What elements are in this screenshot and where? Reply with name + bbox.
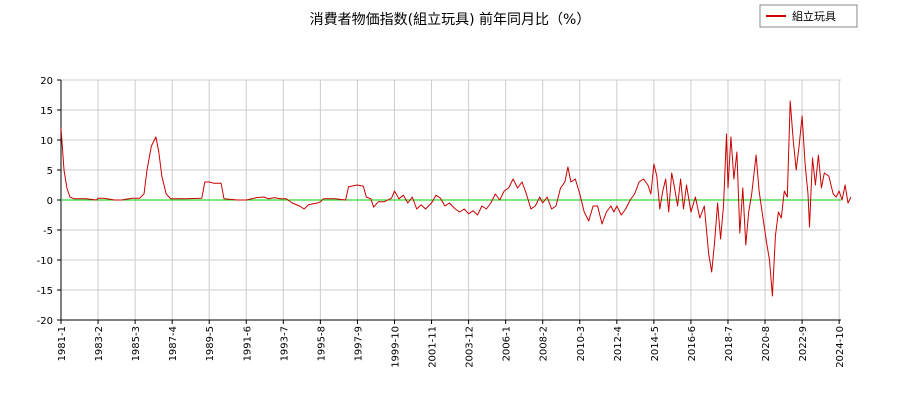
x-tick-label: 1995-8 <box>316 326 327 361</box>
x-tick-label: 2020-8 <box>761 326 772 361</box>
x-tick-label: 2018-7 <box>724 326 735 361</box>
legend-box <box>759 4 858 28</box>
legend: 組立玩具 <box>759 4 858 28</box>
x-tick-label: 1981-1 <box>57 326 68 361</box>
y-tick-label: 20 <box>40 76 53 87</box>
x-tick-label: 2006-1 <box>502 326 513 361</box>
y-tick-label: -10 <box>37 256 53 267</box>
x-tick-label: 2010-3 <box>576 326 587 361</box>
chart-title: 消費者物価指数(組立玩具) 前年同月比（%） <box>310 11 591 28</box>
legend-label: 組立玩具 <box>792 9 836 23</box>
x-tick-label: 2012-4 <box>613 326 624 361</box>
y-tick-label: 0 <box>47 196 53 207</box>
x-tick-label: 1983-2 <box>94 326 105 361</box>
x-tick-label: 2016-6 <box>687 326 698 361</box>
series-line <box>60 100 852 297</box>
y-tick-label: 5 <box>47 166 53 177</box>
y-tick-label: -15 <box>37 286 53 297</box>
x-tick-label: 2003-12 <box>465 326 476 368</box>
x-tick-label: 2022-9 <box>798 326 809 361</box>
y-tick-label: -20 <box>37 316 53 327</box>
y-tick-label: -5 <box>43 226 53 237</box>
x-tick-label: 1991-6 <box>242 326 253 361</box>
x-tick-label: 2008-2 <box>539 326 550 361</box>
x-tick-label: 1985-3 <box>131 326 142 361</box>
y-tick-label: 15 <box>40 106 53 117</box>
plot-area: 20 15 10 5 0 -5 -10 -15 -20 1981-1 1983-2 1985-3 198… <box>37 76 852 368</box>
x-tick-label: 1987-4 <box>168 326 179 361</box>
x-tick-label: 2024-10 <box>835 326 846 368</box>
y-tick-label: 10 <box>40 136 53 147</box>
x-tick-label: 1999-10 <box>390 326 401 368</box>
x-tick-label: 1989-5 <box>205 326 216 361</box>
x-tick-label: 2014-5 <box>650 326 661 361</box>
x-tick-label: 1997-9 <box>353 326 364 361</box>
x-tick-label: 2001-11 <box>428 326 439 368</box>
x-tick-label: 1993-7 <box>279 326 290 361</box>
